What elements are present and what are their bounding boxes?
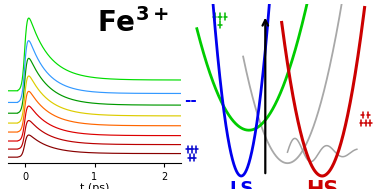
Text: HS: HS <box>306 180 338 189</box>
Text: LS: LS <box>229 180 253 189</box>
Text: $\mathbf{Fe^{3+}}$: $\mathbf{Fe^{3+}}$ <box>97 9 169 38</box>
Text: --: -- <box>184 93 197 108</box>
X-axis label: t (ps): t (ps) <box>80 183 109 189</box>
